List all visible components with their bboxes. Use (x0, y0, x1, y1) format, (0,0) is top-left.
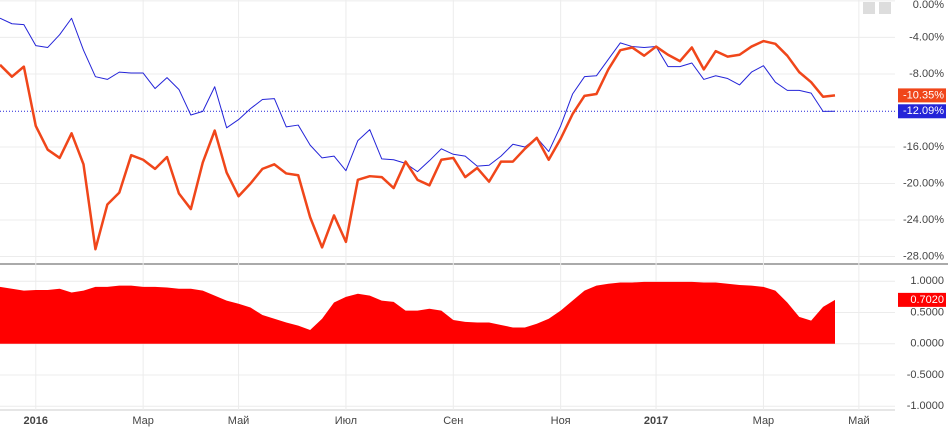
data-area (0, 281, 835, 344)
y-tick-label: -0.5000 (907, 369, 944, 381)
last-value-label: -12.09% (903, 105, 944, 117)
last-value-box (898, 292, 946, 307)
last-value-box (898, 104, 946, 119)
y-tick-label: 0.0000 (910, 338, 944, 350)
y-tick-label: 0.5000 (910, 306, 944, 318)
last-value-box (898, 88, 946, 103)
x-tick-label: Мар (132, 415, 154, 427)
y-tick-label: -8.00% (909, 68, 944, 80)
icon[interactable] (863, 2, 875, 14)
x-tick-label: Мар (753, 415, 775, 427)
y-tick-label: -4.00% (909, 31, 944, 43)
x-tick-label: Сен (443, 415, 463, 427)
y-tick-label: 0.00% (913, 0, 944, 11)
x-tick-label: Май (228, 415, 250, 427)
x-tick-label: Ноя (551, 415, 571, 427)
icon[interactable] (879, 2, 891, 14)
x-tick-label: 2016 (24, 415, 48, 427)
data-line (0, 17, 836, 173)
last-value-label: 0.7020 (910, 294, 944, 306)
y-tick-label: -1.0000 (907, 400, 944, 412)
y-tick-label: -24.00% (903, 214, 944, 226)
y-tick-label: -28.00% (903, 250, 944, 262)
x-tick-label: 2017 (644, 415, 668, 427)
y-tick-label: 1.0000 (910, 275, 944, 287)
y-tick-label: -20.00% (903, 177, 944, 189)
x-tick-label: Июл (335, 415, 357, 427)
last-value-label: -10.35% (903, 89, 944, 101)
y-tick-label: -16.00% (903, 141, 944, 153)
x-tick-label: Май (848, 415, 870, 427)
data-line (0, 39, 836, 251)
